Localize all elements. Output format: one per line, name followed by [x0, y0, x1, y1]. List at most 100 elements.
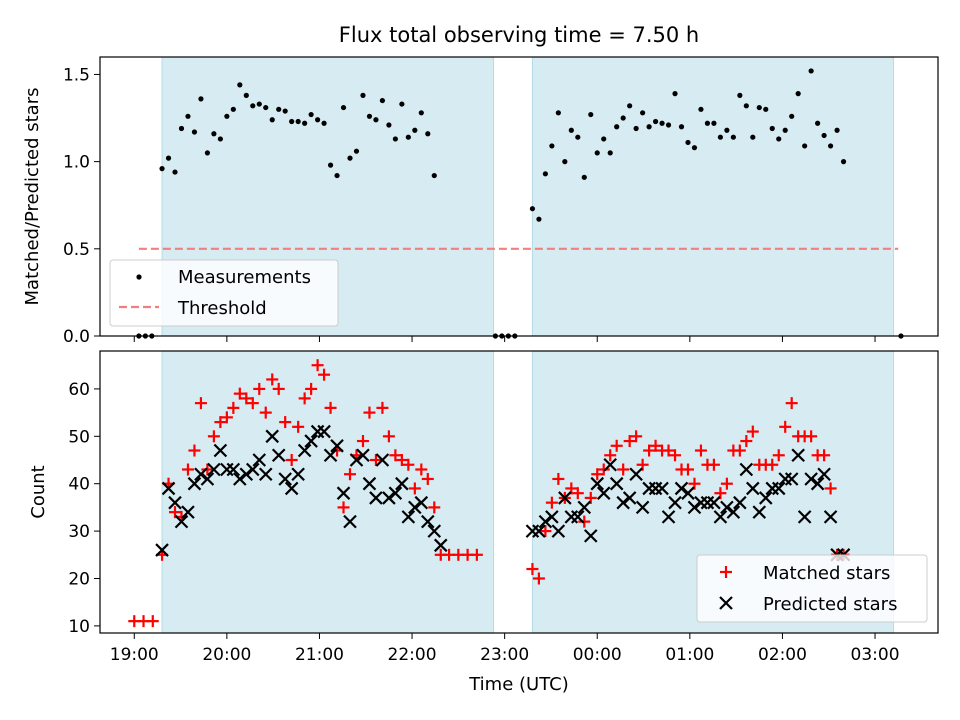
matched-star-point: [578, 515, 591, 528]
bottom-y-axis-label: Count: [28, 465, 49, 518]
measurement-point: [172, 169, 178, 175]
matched-star-point: [623, 435, 636, 448]
bottom-observing-windows: [161, 350, 895, 634]
bottom-y-tick-label: 40: [68, 475, 90, 495]
predicted-star-point: [545, 510, 559, 524]
measurement-point: [386, 122, 392, 128]
predicted-star-point: [388, 486, 403, 500]
measurement-point: [418, 110, 424, 116]
measurement-point: [211, 131, 217, 137]
predicted-star-point: [746, 481, 760, 496]
predicted-star-point: [603, 457, 617, 472]
bottom-y-axis-ticks: 10 20 30 40 50 60: [68, 380, 100, 637]
measurement-point: [834, 127, 840, 133]
measurement-point: [392, 136, 398, 142]
predicted-star-point: [583, 529, 598, 543]
measurement-point: [405, 134, 411, 140]
measurement-point: [555, 110, 561, 116]
top-legend: Measurements Threshold: [109, 259, 339, 327]
matched-star-point: [669, 449, 682, 462]
matched-star-point: [272, 382, 285, 395]
predicted-star-point: [362, 476, 377, 491]
measurement-point: [614, 124, 620, 130]
predicted-star-point: [187, 476, 202, 491]
measurement-point: [691, 145, 698, 151]
measurement-point: [353, 148, 360, 154]
matched-star-point: [545, 496, 558, 509]
predicted-star-point: [239, 467, 254, 482]
bottom-y-tick-label: 30: [68, 522, 90, 542]
measurement-point: [373, 117, 379, 123]
top-y-tick-label: 0.5: [63, 240, 90, 260]
measurement-point: [366, 113, 373, 119]
predicted-star-point: [278, 472, 292, 486]
measurement-point: [821, 132, 827, 139]
measurement-point: [685, 139, 691, 146]
measurement-point: [178, 125, 185, 132]
x-tick-label: 21:00: [295, 645, 344, 665]
predicted-star-point: [181, 505, 195, 519]
top-y-axis-ticks: 0.0 0.5 1.0 1.5: [63, 65, 100, 347]
matched-star-point: [733, 444, 746, 457]
predicted-star-point: [674, 481, 689, 496]
bottom-y-tick-label: 20: [68, 569, 90, 589]
matched-star-point: [318, 368, 331, 381]
matched-star-point: [785, 397, 798, 410]
matched-star-point: [571, 487, 584, 500]
observing-window-1: [161, 350, 495, 634]
predicted-star-point: [596, 486, 611, 500]
measurement-point: [737, 92, 743, 98]
predicted-star-point: [271, 448, 286, 463]
predicted-star-point: [343, 514, 357, 529]
predicted-star-point: [207, 462, 221, 477]
observing-window-2: [531, 56, 895, 337]
predicted-star-point: [532, 524, 546, 538]
measurement-point: [581, 174, 587, 180]
measurement-point: [802, 143, 808, 149]
predicted-star-point: [395, 476, 409, 491]
measurement-point: [646, 124, 652, 130]
measurement-point: [750, 134, 756, 140]
matched-star-point: [662, 444, 675, 457]
matched-star-point: [376, 401, 389, 414]
matched-star-point: [415, 463, 428, 476]
measurement-point: [827, 143, 834, 149]
bottom-y-tick-label: 50: [68, 427, 90, 447]
predicted-star-point: [174, 514, 189, 529]
matched-star-point: [707, 458, 720, 471]
measurement-point: [412, 127, 418, 133]
predicted-star-point: [421, 514, 435, 529]
predicted-star-point: [720, 500, 734, 515]
measurement-point: [789, 113, 795, 119]
matched-star-point: [591, 468, 604, 481]
matched-star-point: [240, 392, 253, 405]
measurement-point: [276, 106, 282, 112]
predicted-star-point: [733, 495, 747, 510]
matched-star-point: [181, 463, 194, 476]
measurement-point: [263, 104, 269, 111]
measurement-point: [217, 136, 223, 142]
matched-star-point: [824, 482, 837, 495]
matched-star-point: [279, 416, 292, 429]
measurement-point: [237, 82, 243, 88]
measurement-point: [198, 96, 204, 102]
predicted-star-point: [336, 486, 351, 500]
predicted-star-point: [791, 448, 805, 463]
matched-star-point: [207, 430, 220, 443]
top-panel: 0.0 0.5 1.0 1.5 Matched/Predicted stars Mea…: [22, 56, 939, 347]
predicted-star-point: [382, 491, 396, 505]
measurement-point: [204, 150, 211, 156]
matched-star-point: [617, 463, 630, 476]
measurement-point: [672, 91, 678, 97]
bottom-y-tick-label: 60: [68, 380, 90, 400]
x-tick-label: 02:00: [758, 645, 807, 665]
predicted-star-point: [317, 424, 331, 439]
matched-star-point: [610, 439, 623, 452]
top-x-axis-ticks: [133, 336, 876, 342]
predicted-star-point: [323, 448, 338, 463]
measurement-point: [562, 159, 568, 165]
measurement-point: [549, 143, 555, 149]
matched-star-point: [694, 444, 707, 457]
matched-star-point: [772, 449, 785, 462]
measurement-point: [769, 125, 775, 132]
